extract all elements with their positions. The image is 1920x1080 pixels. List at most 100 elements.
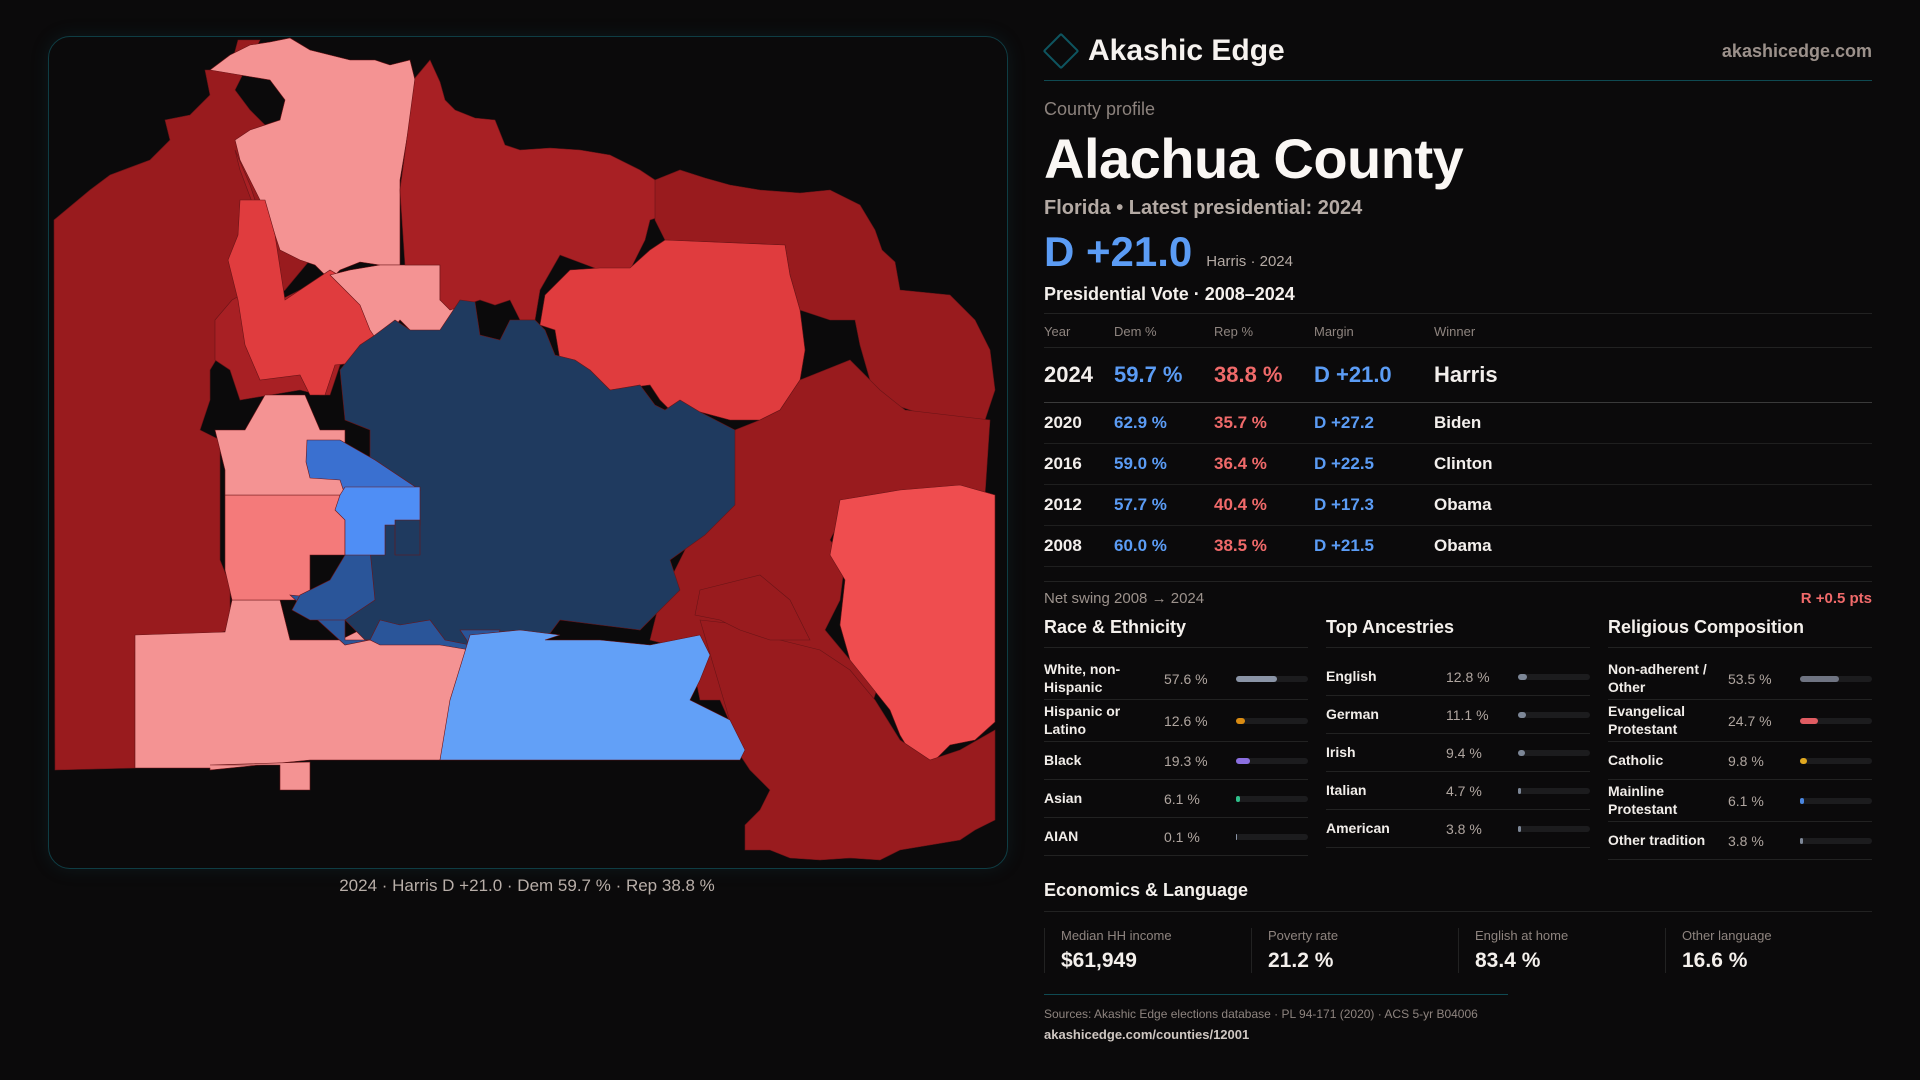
demographics: Race & Ethnicity White, non-Hispanic 57.6… bbox=[1044, 617, 1872, 860]
votes-table: Year Dem % Rep % Margin Winner 2024 59.7 … bbox=[1044, 313, 1872, 567]
col-dem: Dem % bbox=[1114, 313, 1214, 348]
vote-row: 2012 57.7 % 40.4 % D +17.3 Obama bbox=[1044, 484, 1872, 526]
econ-cell: Other language 16.6 % bbox=[1665, 928, 1872, 973]
cell-rep: 40.4 % bbox=[1214, 484, 1314, 526]
page-kicker: County profile bbox=[1044, 99, 1156, 119]
diamond-logo-icon bbox=[1042, 32, 1080, 70]
row-label: AIAN bbox=[1044, 827, 1079, 844]
footer: Sources: Akashic Edge elections database… bbox=[1044, 994, 1508, 1042]
econ-value: 21.2 % bbox=[1268, 949, 1334, 972]
headline-margin: D +21.0 Harris · 2024 bbox=[1044, 228, 1872, 276]
cell-dem: 57.7 % bbox=[1114, 484, 1214, 526]
row-value: 4.7 % bbox=[1446, 782, 1482, 799]
econ-label: English at home bbox=[1475, 928, 1569, 943]
econ-value: 16.6 % bbox=[1682, 949, 1748, 972]
row-value: 9.4 % bbox=[1446, 744, 1482, 761]
bar-track bbox=[1236, 795, 1308, 802]
cell-year: 2016 bbox=[1044, 443, 1114, 485]
race-row: AIAN 0.1 % bbox=[1044, 818, 1308, 856]
row-label: Irish bbox=[1326, 743, 1356, 760]
precinct[interactable] bbox=[291, 549, 376, 621]
margin-value: D +21.0 bbox=[1044, 228, 1193, 275]
precinct[interactable] bbox=[699, 619, 996, 861]
row-label: Evangelical Protestant bbox=[1608, 703, 1686, 737]
cell-rep: 36.4 % bbox=[1214, 443, 1314, 485]
bar-track bbox=[1518, 787, 1590, 794]
cell-rep: 35.7 % bbox=[1214, 402, 1314, 444]
row-label: Non-adherent / Other bbox=[1608, 661, 1707, 695]
bar-fill bbox=[1518, 787, 1522, 794]
religion-row: Mainline Protestant 6.1 % bbox=[1608, 780, 1872, 822]
row-label: American bbox=[1326, 819, 1390, 836]
swing-value: R +0.5 pts bbox=[1800, 590, 1872, 607]
precinct[interactable] bbox=[334, 486, 421, 556]
row-value: 0.1 % bbox=[1164, 828, 1200, 845]
bar-fill bbox=[1518, 673, 1528, 680]
precinct[interactable] bbox=[394, 519, 421, 556]
row-value: 6.1 % bbox=[1164, 790, 1200, 807]
cell-margin: D +27.2 bbox=[1314, 402, 1434, 444]
bar-fill bbox=[1800, 797, 1805, 804]
brand-url-link[interactable]: akashicedge.com bbox=[1721, 40, 1872, 61]
bar-track bbox=[1236, 717, 1308, 724]
bar-track bbox=[1518, 711, 1590, 718]
cell-margin: D +22.5 bbox=[1314, 443, 1434, 485]
ancestry-title: Top Ancestries bbox=[1326, 617, 1590, 648]
col-margin: Margin bbox=[1314, 313, 1434, 348]
row-value: 3.8 % bbox=[1446, 820, 1482, 837]
economics-title: Economics & Language bbox=[1044, 880, 1872, 912]
row-value: 9.8 % bbox=[1728, 752, 1764, 769]
row-label: Catholic bbox=[1608, 751, 1664, 768]
vote-row: 2024 59.7 % 38.8 % D +21.0 Harris bbox=[1044, 347, 1872, 403]
cell-dem: 62.9 % bbox=[1114, 402, 1214, 444]
precinct[interactable] bbox=[439, 629, 746, 761]
row-value: 12.6 % bbox=[1164, 712, 1208, 729]
bar-fill bbox=[1236, 717, 1246, 724]
profile-panel: Akashic Edge akashicedge.com County prof… bbox=[1042, 30, 1872, 973]
map-caption: 2024 · Harris D +21.0 · Dem 59.7 % · Rep… bbox=[339, 876, 715, 895]
econ-label: Other language bbox=[1682, 928, 1772, 943]
cell-dem: 59.7 % bbox=[1114, 347, 1214, 403]
econ-value: $61,949 bbox=[1061, 949, 1137, 972]
bar-track bbox=[1236, 833, 1308, 840]
race-row: Asian 6.1 % bbox=[1044, 780, 1308, 818]
religion-row: Other tradition 3.8 % bbox=[1608, 822, 1872, 860]
row-value: 6.1 % bbox=[1728, 792, 1764, 809]
bar-track bbox=[1236, 675, 1308, 682]
econ-value: 83.4 % bbox=[1475, 949, 1541, 972]
race-row: White, non-Hispanic 57.6 % bbox=[1044, 658, 1308, 700]
econ-cell: English at home 83.4 % bbox=[1458, 928, 1665, 973]
cell-rep: 38.5 % bbox=[1214, 525, 1314, 567]
bar-track bbox=[1800, 837, 1872, 844]
row-value: 3.8 % bbox=[1728, 832, 1764, 849]
cell-margin: D +21.5 bbox=[1314, 525, 1434, 567]
precinct[interactable] bbox=[539, 239, 806, 421]
ancestry-row: Irish 9.4 % bbox=[1326, 734, 1590, 772]
page-title: Alachua County bbox=[1044, 127, 1464, 190]
bar-track bbox=[1800, 717, 1872, 724]
vote-row: 2020 62.9 % 35.7 % D +27.2 Biden bbox=[1044, 402, 1872, 444]
votes-section-title: Presidential Vote · 2008–2024 bbox=[1044, 284, 1295, 304]
row-label: English bbox=[1326, 667, 1377, 684]
ancestry-row: English 12.8 % bbox=[1326, 658, 1590, 696]
ancestry-row: American 3.8 % bbox=[1326, 810, 1590, 848]
page-subtitle: Florida • Latest presidential: 2024 bbox=[1044, 197, 1363, 219]
row-value: 12.8 % bbox=[1446, 668, 1490, 685]
margin-note: Harris · 2024 bbox=[1206, 253, 1293, 270]
swing-label: Net swing 2008 → 2024 bbox=[1044, 590, 1205, 607]
col-winner: Winner bbox=[1434, 313, 1872, 348]
county-url-link[interactable]: akashicedge.com/counties/12001 bbox=[1044, 1027, 1250, 1042]
vote-row: 2016 59.0 % 36.4 % D +22.5 Clinton bbox=[1044, 443, 1872, 485]
precinct[interactable] bbox=[209, 761, 311, 791]
bar-fill bbox=[1800, 717, 1818, 724]
cell-winner: Harris bbox=[1434, 347, 1872, 403]
race-row: Hispanic or Latino 12.6 % bbox=[1044, 700, 1308, 742]
precinct[interactable] bbox=[694, 574, 811, 641]
brand-header: Akashic Edge akashicedge.com bbox=[1042, 30, 1872, 81]
cell-dem: 59.0 % bbox=[1114, 443, 1214, 485]
row-value: 24.7 % bbox=[1728, 712, 1772, 729]
econ-label: Median HH income bbox=[1061, 928, 1172, 943]
ancestry-row: German 11.1 % bbox=[1326, 696, 1590, 734]
bar-fill bbox=[1518, 749, 1525, 756]
